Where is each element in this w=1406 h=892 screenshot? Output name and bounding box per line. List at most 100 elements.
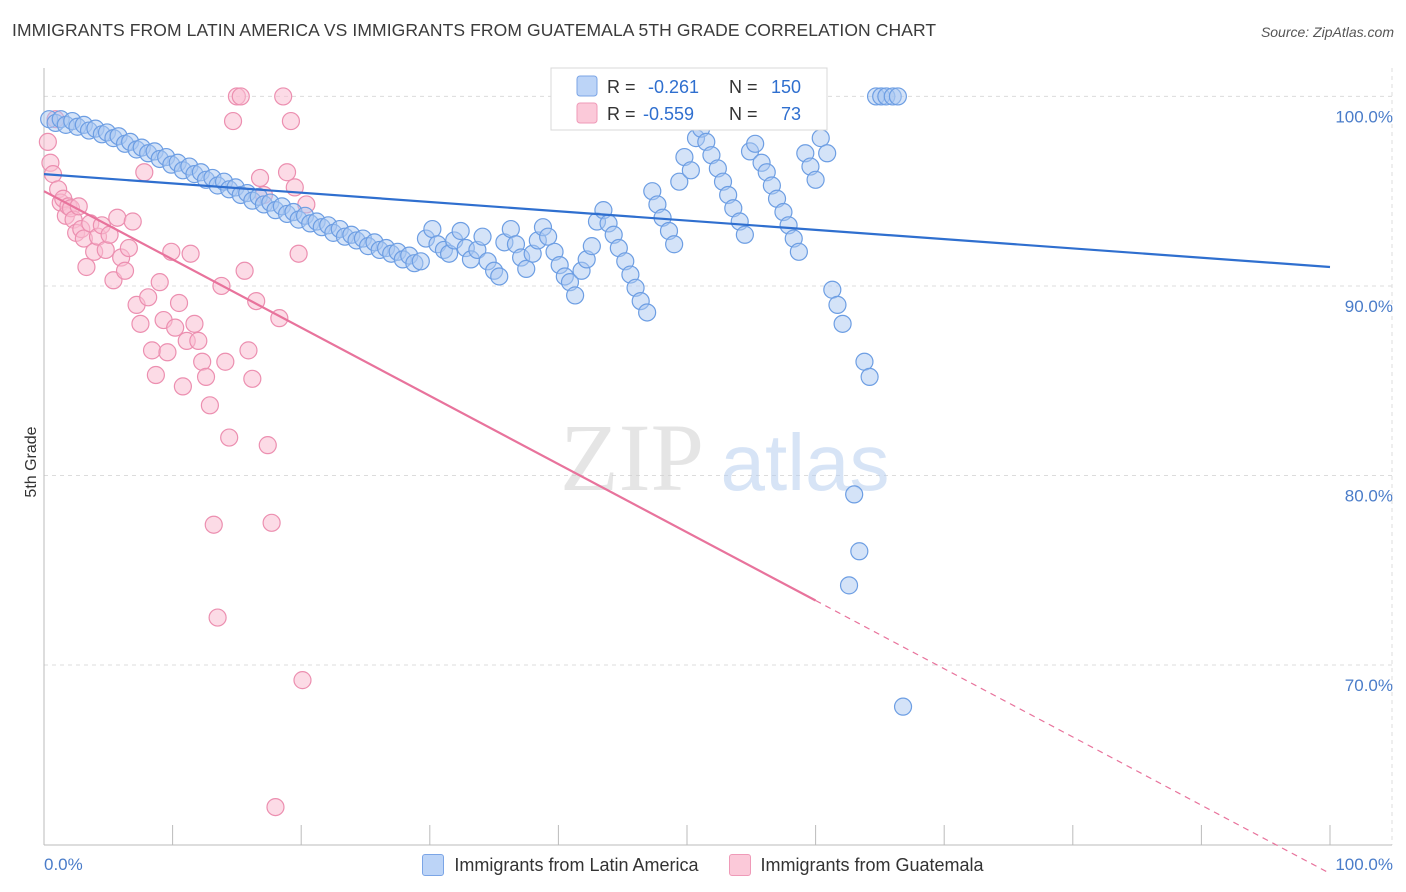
- legend-label-guatemala: Immigrants from Guatemala: [760, 854, 984, 875]
- guatemala-point-20: [96, 240, 115, 260]
- latin-america-point-139: [823, 280, 842, 299]
- guatemala-point-42: [181, 244, 200, 263]
- guatemala-point-64: [266, 797, 285, 817]
- watermark: ZIP atlas: [560, 404, 889, 511]
- guatemala-point-25: [115, 261, 135, 280]
- guatemala-point-32: [142, 341, 162, 360]
- legend-n-value-2: 73: [781, 104, 801, 124]
- latin-america-point-105: [638, 303, 657, 322]
- x-tick-labels: 0.0% 100.0%: [44, 855, 1393, 874]
- latin-america-point-80: [501, 219, 520, 239]
- guatemala-point-57: [239, 341, 258, 360]
- latin-america-point-125: [746, 134, 765, 153]
- legend-swatch-pink: [576, 102, 598, 124]
- y-tick-labels: 70.0% 80.0% 90.0% 100.0%: [1335, 107, 1393, 695]
- latin-america-point-145: [855, 352, 874, 371]
- legend-n-value-1: 150: [771, 77, 801, 97]
- trend-line-latin-america: [43, 173, 1331, 269]
- latin-america-point-146: [860, 367, 879, 387]
- legend-r-value-1: -0.261: [648, 77, 699, 97]
- guatemala-point-49: [208, 608, 227, 627]
- stats-legend: R = -0.261 N = 150 R = -0.559 N = 73: [550, 67, 828, 131]
- y-tick-label-2: 90.0%: [1345, 297, 1393, 316]
- latin-america-point-136: [806, 170, 825, 189]
- legend-n-label-2: N =: [729, 104, 758, 124]
- y-tick-label-0: 70.0%: [1345, 676, 1393, 695]
- series-guatemala-points: [38, 87, 316, 817]
- guatemala-point-52: [220, 428, 239, 447]
- latin-america-point-95: [582, 237, 601, 256]
- guatemala-point-0: [38, 132, 57, 152]
- y-tick-label-3: 100.0%: [1335, 107, 1393, 126]
- latin-america-point-142: [839, 576, 859, 595]
- latin-america-point-123: [735, 225, 754, 244]
- guatemala-point-12: [69, 197, 88, 216]
- guatemala-point-30: [135, 163, 154, 182]
- latin-america-point-138: [818, 144, 837, 163]
- latin-america-point-137: [811, 129, 830, 148]
- latin-america-point-66: [423, 219, 442, 239]
- legend-swatch-blue: [576, 75, 598, 97]
- axes: [43, 68, 1392, 846]
- guatemala-point-39: [169, 293, 189, 313]
- guatemala-point-38: [166, 318, 185, 337]
- source-note: Source: ZipAtlas.com: [1260, 24, 1394, 40]
- guatemala-point-53: [223, 111, 243, 131]
- legend-item-latin-america: Immigrants from Latin America: [422, 854, 699, 876]
- legend-r-value-2: -0.559: [643, 104, 694, 124]
- guatemala-point-26: [119, 238, 138, 258]
- latin-america-point-144: [850, 542, 869, 561]
- guatemala-point-33: [146, 365, 165, 385]
- guatemala-point-47: [200, 396, 219, 415]
- guatemala-point-29: [131, 314, 150, 333]
- guatemala-point-27: [123, 212, 142, 231]
- guatemala-point-51: [216, 352, 235, 371]
- guatemala-point-62: [258, 436, 277, 455]
- latin-america-point-71: [451, 221, 470, 241]
- trend-lines: [43, 173, 1331, 874]
- latin-america-point-75: [473, 227, 492, 246]
- watermark-zip: ZIP: [560, 404, 704, 511]
- grid-lines: [44, 68, 1393, 845]
- latin-america-point-133: [789, 242, 808, 261]
- guatemala-point-56: [235, 261, 254, 280]
- guatemala-point-71: [293, 671, 312, 690]
- legend-swatch-guatemala: [728, 854, 751, 876]
- guatemala-point-67: [277, 163, 297, 182]
- guatemala-point-45: [193, 352, 212, 371]
- latin-america-point-143: [845, 485, 864, 504]
- guatemala-point-40: [173, 377, 192, 396]
- watermark-atlas: atlas: [721, 418, 890, 507]
- guatemala-point-58: [243, 369, 262, 388]
- guatemala-point-63: [262, 513, 281, 532]
- trend-line-guatemala: [43, 190, 817, 602]
- trend-line-guatemala-extension: [815, 599, 1331, 874]
- latin-america-point-87: [539, 227, 558, 246]
- legend-swatch-latin-america: [422, 854, 445, 876]
- guatemala-point-34: [150, 273, 169, 292]
- legend-label-latin-america: Immigrants from Latin America: [454, 854, 699, 875]
- latin-america-point-140: [828, 295, 847, 314]
- guatemala-point-46: [196, 367, 216, 387]
- latin-america-point-113: [681, 161, 700, 180]
- legend-r-label-2: R =: [607, 104, 636, 124]
- latin-america-point-83: [517, 259, 536, 278]
- latin-america-point-64: [411, 252, 430, 271]
- latin-america-point-78: [490, 267, 509, 286]
- guatemala-point-44: [189, 331, 208, 350]
- bottom-legend: Immigrants from Latin America Immigrants…: [0, 851, 1406, 879]
- legend-n-label-1: N =: [729, 77, 758, 97]
- series-latin-america-points: [40, 87, 913, 716]
- guatemala-point-15: [77, 257, 96, 277]
- guatemala-point-70: [289, 244, 308, 263]
- x-tick-label-0: 0.0%: [44, 855, 83, 874]
- y-tick-label-1: 80.0%: [1345, 486, 1393, 505]
- guatemala-point-43: [185, 314, 204, 333]
- latin-america-point-141: [833, 314, 852, 333]
- latin-america-point-111: [670, 172, 689, 191]
- guatemala-point-31: [139, 288, 158, 307]
- y-axis-title: 5th Grade: [23, 426, 40, 497]
- guatemala-point-60: [250, 168, 270, 188]
- guatemala-point-23: [108, 208, 127, 227]
